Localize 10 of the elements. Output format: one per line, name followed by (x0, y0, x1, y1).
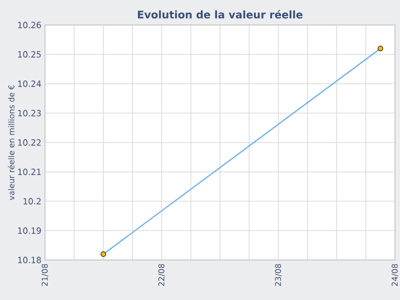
y-tick-label: 10.2 (24, 198, 41, 204)
y-tick-label: 10.23 (18, 110, 41, 116)
y-tick-label: 10.21 (18, 168, 41, 176)
y-tick-label: 10.19 (18, 227, 41, 234)
y-tick-label: 10.26 (18, 22, 41, 28)
y-tick-label: 10.18 (18, 256, 41, 264)
y-tick-label: 10.24 (18, 80, 41, 87)
chart-title: Evolution de la valeur réelle (138, 10, 302, 18)
y-tick-label: 10.22 (18, 139, 41, 146)
y-tick-label: 10.25 (18, 51, 41, 58)
